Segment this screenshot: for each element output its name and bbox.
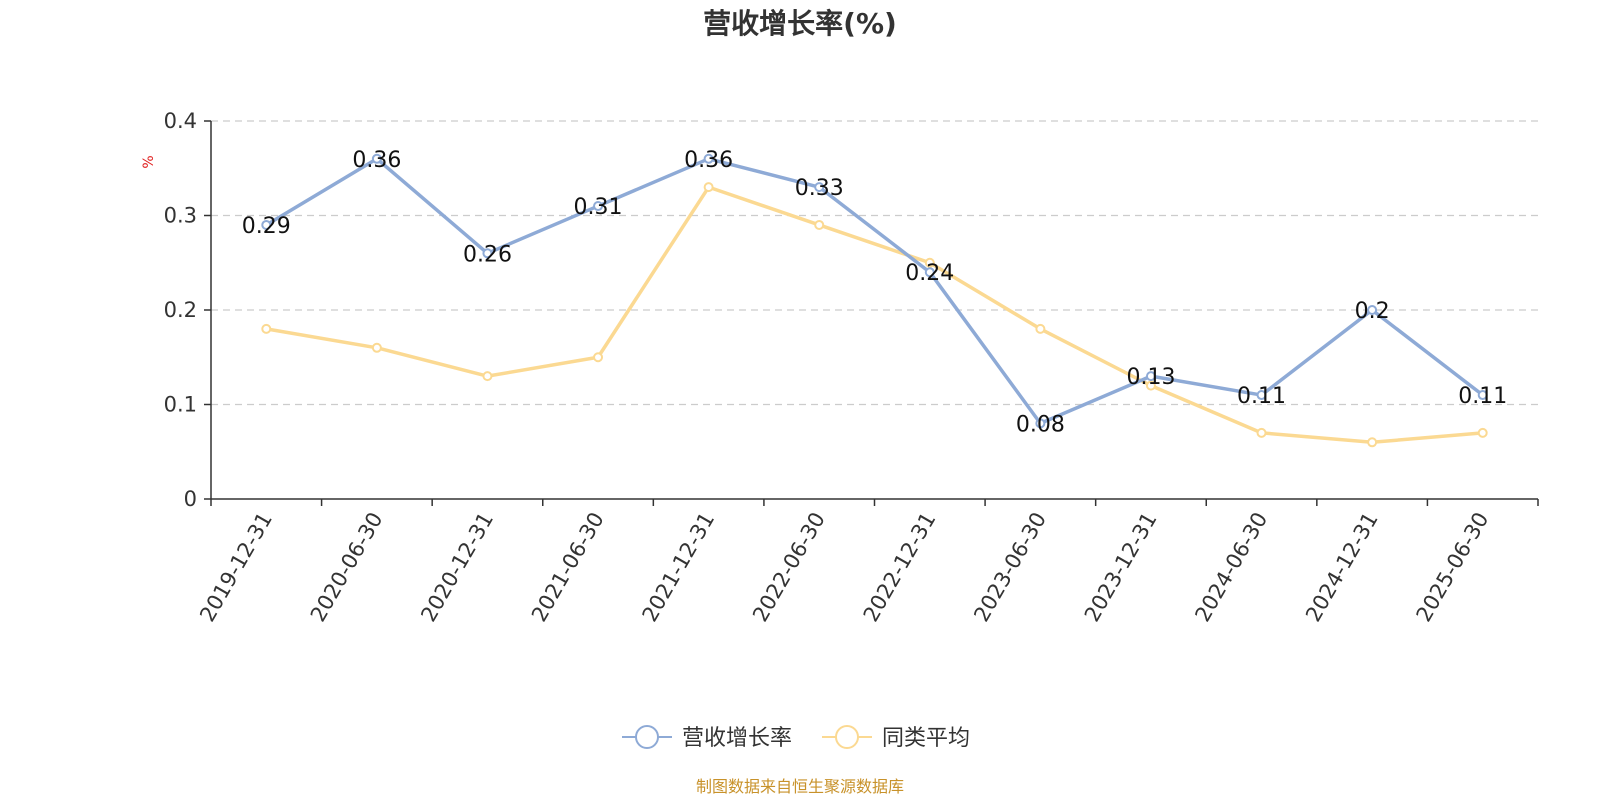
data-label-1: 0.36 [352, 148, 401, 173]
data-labels: 0.29 0.36 0.26 0.31 0.36 0.33 0.24 0.08 0.13 0.11… [242, 148, 1507, 438]
series-1-point-10 [1367, 437, 1378, 448]
y-axis-unit-label: % [141, 155, 157, 168]
series-1-point-11 [1477, 427, 1488, 438]
series-1-point-5 [814, 219, 825, 230]
series-1-point-1 [371, 342, 382, 353]
legend-item-1[interactable]: 同类平均 [822, 725, 970, 751]
data-label-4: 0.36 [684, 148, 733, 173]
data-label-5: 0.33 [795, 176, 844, 201]
series-1-point-6 [924, 257, 935, 268]
x-tick-label-8: 2023-12-31 [1080, 508, 1162, 626]
x-tick-label-0: 2019-12-31 [195, 508, 277, 626]
series-0-point-6 [924, 267, 935, 278]
series-1-point-0 [261, 323, 272, 334]
x-tick-label-9: 2024-06-30 [1190, 508, 1272, 626]
series-0-point-8 [1145, 371, 1156, 382]
data-label-6: 0.24 [905, 261, 954, 286]
series-0-point-1 [371, 153, 382, 164]
chart-title: 营收增长率(%) [703, 7, 897, 40]
series-1-point-9 [1256, 427, 1267, 438]
series-0-point-10 [1367, 305, 1378, 315]
series-1-point-3 [593, 352, 604, 363]
x-tick-label-3: 2021-06-30 [527, 508, 609, 626]
legend-item-0[interactable]: 营收增长率 [622, 725, 792, 751]
data-label-0: 0.29 [242, 214, 291, 239]
data-label-9: 0.11 [1237, 384, 1286, 409]
x-tick-label-10: 2024-12-31 [1301, 508, 1383, 626]
data-label-2: 0.26 [463, 242, 512, 267]
legend-label-0: 营收增长率 [682, 726, 792, 751]
series-1-point-4 [703, 182, 714, 193]
series-1-point-8 [1145, 380, 1156, 391]
x-tick-label-4: 2021-12-31 [638, 508, 720, 626]
y-tick-label-4: 0.4 [164, 109, 197, 133]
series-0-point-0 [261, 219, 272, 230]
legend-marker-0 [635, 725, 659, 749]
series-0-point-3 [593, 201, 604, 212]
series-0-point-4 [703, 153, 714, 164]
legend-label-1: 同类平均 [882, 726, 970, 751]
axes: 0 0.1 0.2 0.3 0.4 2019-12-31 2020-06-30 2020-12… [164, 109, 1539, 626]
data-label-10: 0.2 [1355, 299, 1390, 324]
x-tick-label-11: 2025-06-30 [1412, 508, 1494, 626]
series-0-point-7 [1035, 418, 1046, 429]
y-tick-label-2: 0.2 [164, 298, 197, 322]
data-label-11: 0.11 [1458, 384, 1507, 409]
data-label-7: 0.08 [1016, 412, 1065, 437]
data-label-3: 0.31 [574, 195, 623, 220]
series-0 [261, 153, 1488, 429]
data-label-8: 0.13 [1126, 365, 1175, 390]
series-0-point-5 [814, 182, 825, 193]
x-tick-label-1: 2020-06-30 [306, 508, 388, 626]
series-1 [261, 182, 1488, 448]
series-line-1 [265, 185, 1483, 445]
legend[interactable]: 营收增长率 同类平均 [622, 725, 970, 751]
x-tick-label-7: 2023-06-30 [969, 508, 1051, 626]
series-0-point-2 [482, 248, 493, 259]
series-1-point-7 [1035, 323, 1046, 334]
data-source-note: 制图数据来自恒生聚源数据库 [696, 777, 904, 796]
series-lines [261, 153, 1488, 448]
series-0-point-11 [1477, 390, 1488, 401]
series-0-point-9 [1256, 390, 1267, 401]
series-1-point-2 [482, 371, 493, 382]
grid-lines [211, 120, 1538, 406]
x-tick-label-2: 2020-12-31 [416, 508, 498, 626]
x-tick-label-6: 2022-12-31 [859, 508, 941, 626]
y-tick-label-1: 0.1 [164, 393, 197, 417]
y-tick-label-3: 0.3 [164, 204, 197, 228]
legend-marker-1 [835, 725, 859, 749]
x-tick-label-5: 2022-06-30 [748, 508, 830, 626]
y-tick-label-0: 0 [184, 487, 197, 511]
series-line-0 [265, 157, 1484, 426]
